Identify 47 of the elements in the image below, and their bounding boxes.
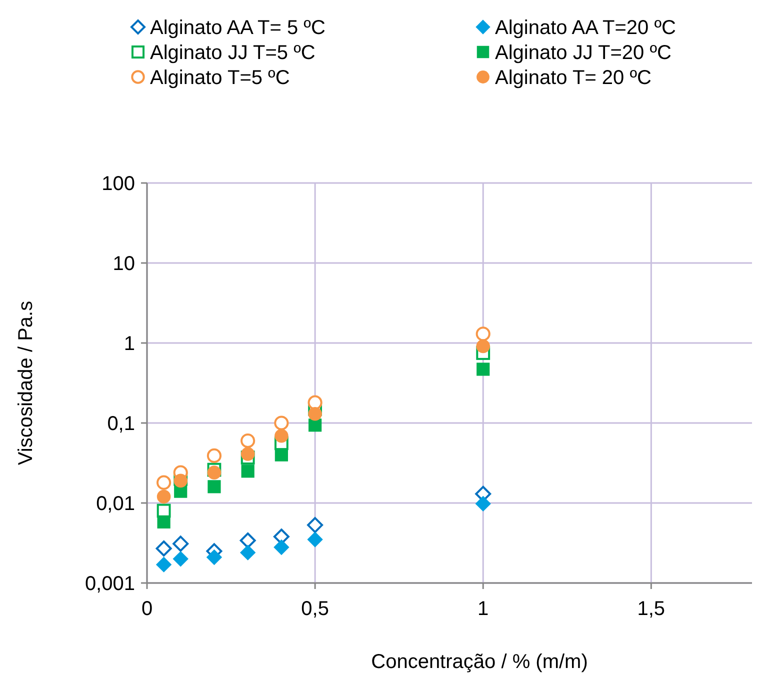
x-tick-label: 1 — [478, 598, 489, 620]
y-tick-label: 10 — [112, 253, 135, 275]
point — [476, 339, 490, 354]
point — [172, 536, 189, 552]
point — [240, 447, 255, 461]
point — [274, 448, 288, 462]
legend-label: Alginato JJ T=20 ºC — [495, 42, 672, 64]
point — [207, 466, 222, 480]
point — [241, 464, 254, 478]
point — [173, 551, 188, 567]
point — [156, 475, 172, 490]
point — [476, 326, 490, 342]
point — [206, 448, 222, 464]
y-tick-label: 0,01 — [96, 493, 135, 515]
x-tick-label: 0 — [141, 598, 153, 620]
point — [476, 496, 491, 512]
y-axis-title: Viscosidade / Pa.s — [15, 300, 37, 466]
y-tick-label: 0,1 — [107, 413, 135, 435]
point — [476, 362, 490, 376]
point — [308, 418, 322, 432]
point — [156, 490, 171, 504]
legend-label: Alginato T=5 ºC — [150, 67, 290, 89]
point — [308, 406, 322, 421]
y-tick-label: 1 — [124, 333, 135, 355]
point — [307, 532, 323, 548]
point — [156, 556, 172, 572]
point — [208, 480, 221, 494]
point — [274, 428, 288, 443]
point — [274, 416, 289, 430]
x-tick-label: 1,5 — [637, 598, 666, 620]
point — [308, 395, 322, 410]
point — [240, 544, 256, 560]
legend-label: Alginato AA T= 5 ºC — [150, 17, 326, 39]
point — [156, 540, 172, 556]
x-axis-title: Concentração / % (m/m) — [371, 651, 588, 673]
legend-label: Alginato JJ T=5 ºC — [150, 42, 316, 64]
y-tick-label: 100 — [102, 173, 135, 195]
point — [206, 550, 222, 565]
point — [307, 517, 324, 534]
point — [240, 532, 256, 548]
x-tick-label: 0,5 — [301, 598, 329, 620]
legend-label: Alginato AA T=20 ºC — [495, 17, 676, 39]
point — [157, 515, 170, 528]
legend-label: Alginato T= 20 ºC — [495, 67, 652, 89]
y-tick-label: 0,001 — [84, 573, 135, 595]
point — [240, 433, 256, 448]
point — [274, 540, 290, 555]
